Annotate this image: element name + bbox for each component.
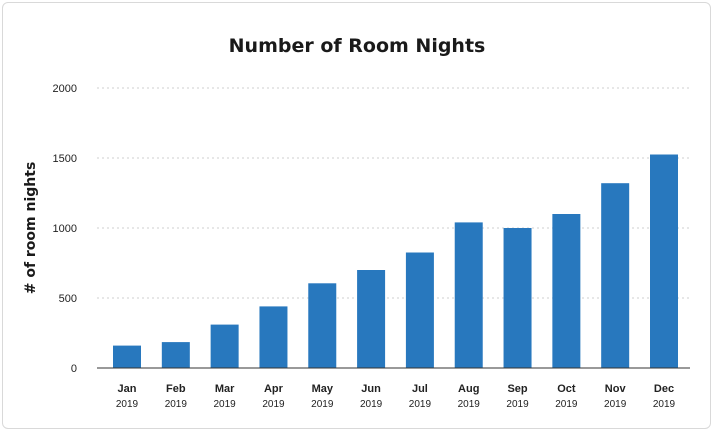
y-axis-label: # of room nights [23,162,39,295]
x-tick-year-label: 2019 [311,399,334,410]
x-tick-month-label: Aug [458,383,479,395]
bar-dec [650,154,678,368]
bar-oct [552,214,581,368]
x-tick-month-label: Jul [412,383,428,395]
x-tick-year-label: 2019 [604,399,627,410]
x-tick-month-label: Jun [361,383,381,395]
x-tick-month-label: Feb [166,383,186,395]
x-tick-month-label: Mar [215,383,235,395]
bar-jul [405,252,434,368]
bar-apr [259,306,288,368]
x-tick-year-label: 2019 [555,399,578,410]
x-tick-month-label: Sep [507,383,527,395]
bar-aug [454,222,483,368]
x-tick-year-label: 2019 [458,399,481,410]
x-tick-year-label: 2019 [360,399,383,410]
x-tick-year-label: 2019 [409,399,432,410]
chart-title: Number of Room Nights [229,35,486,57]
x-tick-month-label: Dec [654,383,674,395]
x-tick-month-label: Oct [557,383,576,395]
y-tick-label: 0 [71,363,77,375]
y-tick-label: 1000 [53,223,77,235]
y-tick-label: 500 [59,293,77,305]
gridlines [97,87,690,299]
x-tick-year-label: 2019 [116,399,139,410]
x-tick-year-label: 2019 [214,399,237,410]
x-tick-month-label: Jan [118,383,137,395]
y-tick-label: 1500 [53,153,77,165]
bar-mar [210,324,239,368]
y-tick-label: 2000 [53,83,77,95]
bar-jun [357,270,386,368]
bar-sep [503,228,532,368]
x-tick-year-label: 2019 [653,399,676,410]
bars [113,154,678,368]
bar-may [308,283,337,368]
bar-feb [161,342,190,368]
x-tick-month-label: May [312,383,334,395]
x-axis-ticks: Jan 2019 Feb 2019 Mar 2019 Apr 2019 May 2019 Jun 20… [116,383,676,410]
x-tick-year-label: 2019 [262,399,285,410]
y-axis-ticks: 0 500 1000 1500 2000 [53,83,77,375]
bar-nov [601,183,630,368]
x-tick-month-label: Apr [264,383,284,395]
x-tick-year-label: 2019 [165,399,188,410]
x-tick-year-label: 2019 [506,399,529,410]
x-tick-month-label: Nov [605,383,627,395]
bar-jan [113,345,141,368]
